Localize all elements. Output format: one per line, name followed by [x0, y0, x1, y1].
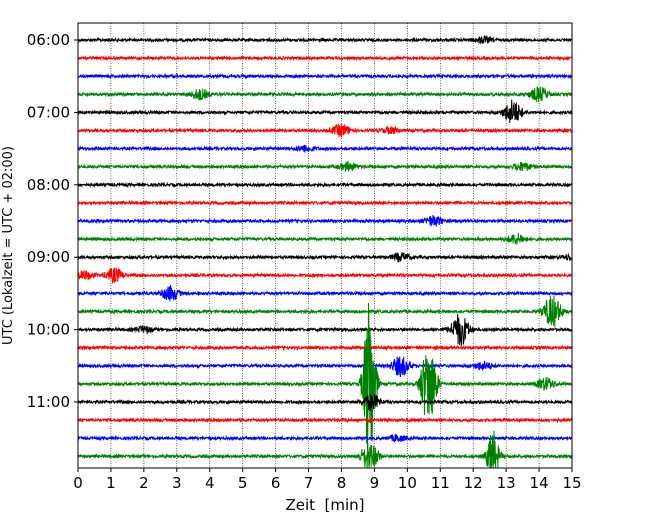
trace-0715: [77, 123, 573, 138]
y-tick-label: 09:00: [27, 248, 70, 266]
x-axis-label: Zeit [min]: [285, 496, 364, 514]
trace-1100: [77, 393, 573, 412]
x-tick-label: 0: [73, 474, 83, 492]
trace-1015: [77, 344, 573, 352]
trace-0930: [77, 285, 573, 302]
trace-0800: [77, 181, 573, 189]
y-tick-label: 10:00: [27, 321, 70, 339]
trace-0845: [77, 233, 573, 245]
x-tick-label: 8: [337, 474, 347, 492]
y-axis: 06:00 07:00 08:00 09:00 10:00 11:00: [27, 31, 78, 411]
trace-0700: [77, 99, 573, 124]
trace-0815: [77, 199, 573, 207]
y-tick-label: 11:00: [27, 393, 70, 411]
x-axis: 0 1 2 3 4 5 6 7 8 9 10 11 12 13 14 15: [73, 468, 582, 492]
trace-0730: [77, 144, 573, 153]
trace-0745: [77, 160, 573, 172]
trace-1145: [77, 430, 573, 469]
trace-0600: [77, 35, 573, 45]
x-tick-label: 14: [530, 474, 549, 492]
x-tick-label: 2: [139, 474, 149, 492]
x-tick-label: 5: [238, 474, 248, 492]
x-tick-label: 3: [172, 474, 182, 492]
trace-group: [77, 35, 573, 469]
x-tick-label: 9: [370, 474, 380, 492]
x-tick-label: 7: [304, 474, 314, 492]
trace-0830: [77, 214, 573, 227]
x-tick-label: 12: [464, 474, 483, 492]
trace-0630: [77, 72, 573, 80]
trace-1045: [77, 303, 573, 449]
x-tick-label: 15: [562, 474, 581, 492]
trace-1115: [77, 416, 573, 424]
trace-1030: [77, 356, 573, 378]
y-tick-label: 07:00: [27, 103, 70, 121]
y-axis-label: UTC (Lokalzeit = UTC + 02:00): [1, 146, 16, 345]
trace-0945: [77, 295, 573, 328]
x-tick-label: 1: [106, 474, 116, 492]
x-tick-label: 4: [205, 474, 215, 492]
x-tick-label: 6: [271, 474, 281, 492]
x-tick-label: 13: [497, 474, 516, 492]
trace-0615: [77, 54, 573, 62]
x-tick-label: 10: [398, 474, 417, 492]
y-tick-label: 08:00: [27, 176, 70, 194]
trace-0915: [77, 267, 573, 284]
plot-frame: [77, 22, 573, 469]
trace-0900: [77, 251, 573, 263]
y-tick-label: 06:00: [27, 31, 70, 49]
trace-0645: [77, 86, 573, 103]
x-tick-label: 11: [431, 474, 450, 492]
trace-1000: [77, 313, 573, 346]
trace-1130: [77, 432, 573, 443]
